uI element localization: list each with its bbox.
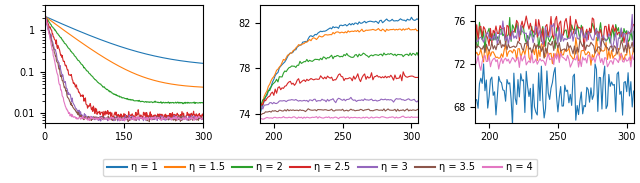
Legend: η = 1, η = 1.5, η = 2, η = 2.5, η = 3, η = 3.5, η = 4: η = 1, η = 1.5, η = 2, η = 2.5, η = 3, η…	[104, 158, 536, 176]
